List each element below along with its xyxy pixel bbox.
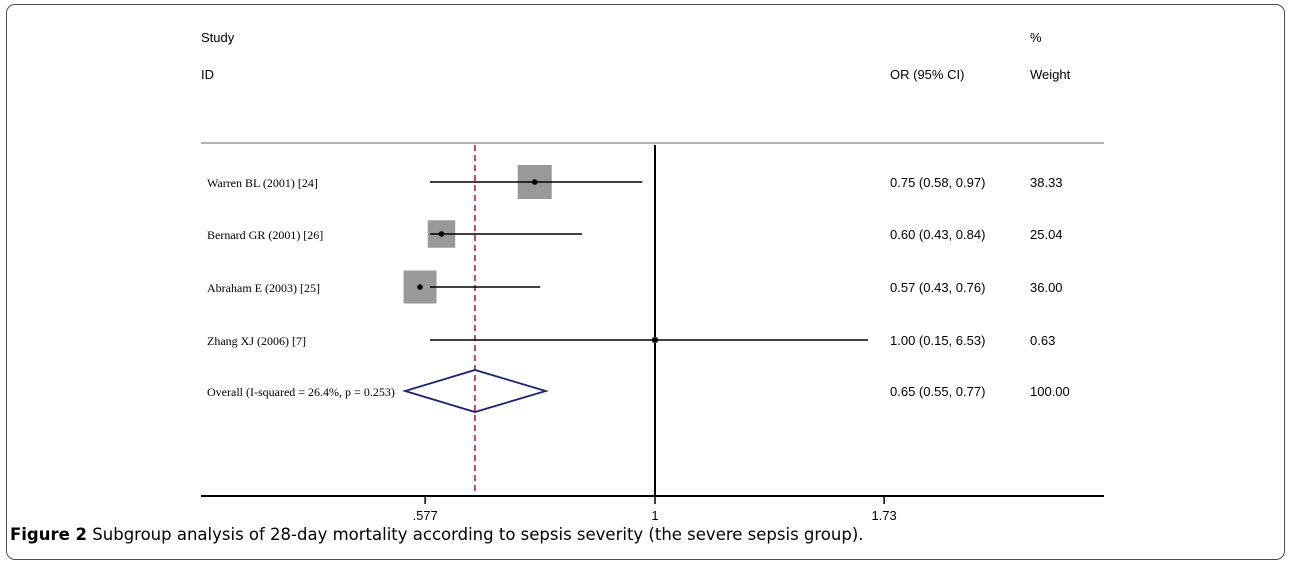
header-weight-label: Weight [1030, 67, 1071, 82]
overall-diamond [401, 369, 549, 413]
overall-or-ci-value: 0.65 (0.55, 0.77) [890, 384, 985, 399]
header-id-label: ID [201, 67, 214, 82]
or-ci-value: 1.00 (0.15, 6.53) [890, 333, 985, 348]
header-or-label: OR (95% CI) [890, 67, 964, 82]
header-study-label: Study [201, 30, 235, 45]
study-label: Abraham E (2003) [25] [207, 281, 320, 295]
study-row: Zhang XJ (2006) [7] 1.00 (0.15, 6.53) 0.63 [207, 333, 1055, 348]
study-row: Bernard GR (2001) [26] 0.60 (0.43, 0.84) 2… [207, 220, 1063, 248]
weight-value: 38.33 [1030, 175, 1063, 190]
caption-text: Subgroup analysis of 28-day mortality ac… [87, 525, 864, 544]
or-ci-value: 0.75 (0.58, 0.97) [890, 175, 985, 190]
study-label: Bernard GR (2001) [26] [207, 228, 323, 242]
caption-label: Figure 2 [10, 525, 88, 544]
figure-caption: Figure 2 Subgroup analysis of 28-day mor… [10, 525, 864, 544]
weight-value: 0.63 [1030, 333, 1055, 348]
or-ci-value: 0.57 (0.43, 0.76) [890, 280, 985, 295]
study-row: Warren BL (2001) [24] 0.75 (0.58, 0.97) 38… [207, 165, 1063, 199]
point-estimate [438, 231, 445, 237]
figure-frame [6, 4, 1285, 560]
overall-row: Overall (I-squared = 26.4%, p = 0.253) 0.… [207, 369, 1070, 413]
study-label: Warren BL (2001) [24] [207, 176, 318, 190]
weight-value: 36.00 [1030, 280, 1063, 295]
x-tick-label: .577 [412, 508, 437, 520]
point-estimate [417, 284, 423, 290]
study-label: Zhang XJ (2006) [7] [207, 334, 306, 348]
forest-header: Study ID OR (95% CI) % Weight [201, 30, 1104, 144]
reference-lines [474, 145, 656, 496]
weight-value: 25.04 [1030, 227, 1063, 242]
x-tick-label: 1.73 [871, 508, 896, 520]
header-percent-label: % [1030, 30, 1042, 45]
point-estimate [531, 179, 538, 185]
x-axis: .577 1 1.73 [201, 495, 1104, 520]
x-tick-label: 1 [651, 508, 658, 520]
forest-plot: Study ID OR (95% CI) % Weight Warren BL … [201, 30, 1104, 520]
overall-weight-value: 100.00 [1030, 384, 1070, 399]
point-estimate [652, 337, 658, 343]
overall-label: Overall (I-squared = 26.4%, p = 0.253) [207, 385, 395, 399]
study-row: Abraham E (2003) [25] 0.57 (0.43, 0.76) 36… [207, 270, 1063, 304]
or-ci-value: 0.60 (0.43, 0.84) [890, 227, 985, 242]
study-rows: Warren BL (2001) [24] 0.75 (0.58, 0.97) 38… [207, 165, 1070, 413]
